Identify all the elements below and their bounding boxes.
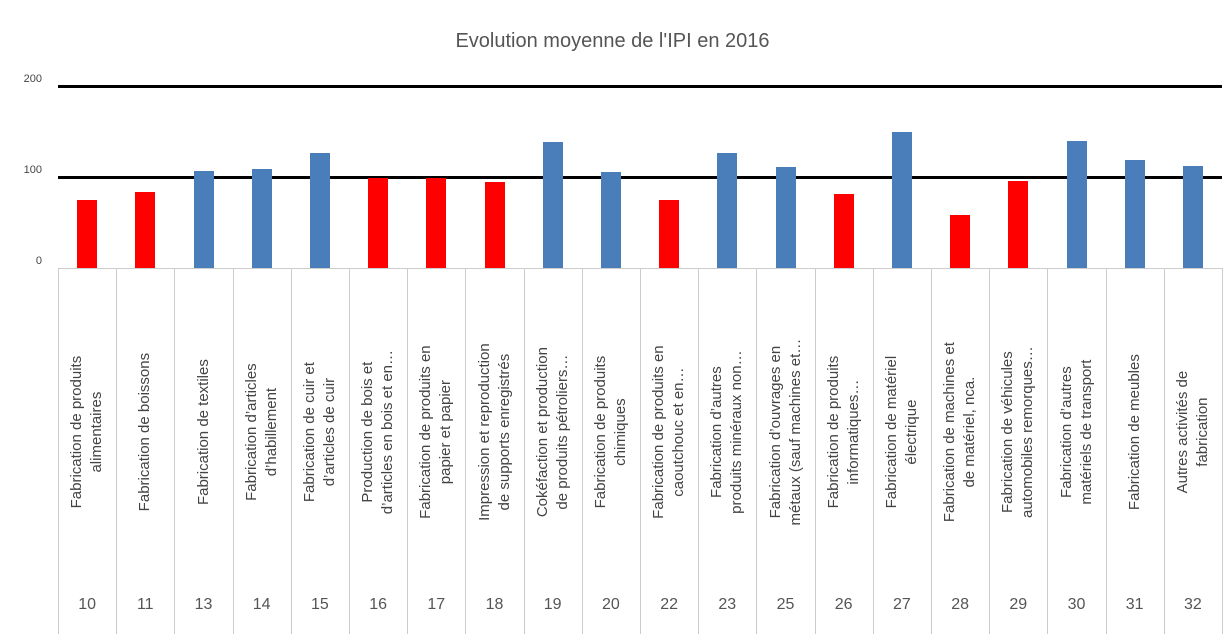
bar bbox=[950, 215, 971, 268]
x-tick-label: Fabrication d’autres produits minéraux n… bbox=[708, 350, 746, 514]
bar bbox=[1182, 166, 1203, 268]
category-divider bbox=[349, 268, 350, 634]
category-code: 20 bbox=[601, 596, 620, 613]
bar bbox=[775, 166, 796, 268]
bar bbox=[135, 192, 156, 268]
category-code: 25 bbox=[776, 596, 795, 613]
category-divider bbox=[465, 268, 467, 634]
category-code: 11 bbox=[136, 596, 154, 613]
category-divider bbox=[1105, 268, 1107, 634]
category-divider bbox=[931, 268, 932, 634]
category-divider bbox=[174, 268, 176, 634]
x-tick-label: Fabrication de véhicules automobiles rem… bbox=[999, 346, 1037, 518]
category-code: 19 bbox=[543, 596, 562, 613]
x-tick-label: Fabrication de produits alimentaires bbox=[68, 355, 106, 509]
bar bbox=[717, 153, 738, 268]
x-tick-label: Fabrication d’ouvrages en métaux (sauf m… bbox=[766, 338, 804, 526]
y-tick-label: 100 bbox=[23, 164, 42, 176]
category-code: 17 bbox=[427, 596, 446, 613]
x-tick-label: Fabrication de meubles bbox=[1125, 354, 1143, 510]
x-tick-label: Fabrication de produits en papier et pap… bbox=[417, 345, 455, 519]
category-divider bbox=[1222, 268, 1223, 634]
category-divider bbox=[989, 268, 991, 634]
category-code: 28 bbox=[951, 596, 969, 613]
category-divider bbox=[58, 268, 59, 634]
bar bbox=[77, 199, 98, 268]
x-tick-label: Fabrication d’articles d’habillement bbox=[242, 363, 280, 501]
bar bbox=[1008, 180, 1029, 268]
category-divider bbox=[232, 268, 234, 634]
x-tick-label: Fabrication de textiles bbox=[194, 359, 212, 505]
category-divider bbox=[523, 268, 525, 634]
category-divider bbox=[116, 268, 118, 634]
grid-line bbox=[58, 175, 1222, 179]
category-divider bbox=[581, 268, 583, 634]
x-tick-label: Fabrication d’autres matériels de transp… bbox=[1057, 359, 1095, 505]
bar bbox=[426, 177, 447, 268]
category-code: 29 bbox=[1009, 596, 1028, 613]
category-divider bbox=[756, 268, 758, 634]
x-tick-label: Fabrication de produits en caoutchouc et… bbox=[650, 345, 688, 519]
bar bbox=[833, 194, 854, 268]
category-code: 30 bbox=[1067, 596, 1086, 613]
category-code: 26 bbox=[834, 596, 853, 613]
x-tick-label: Fabrication de machines et de matériel, … bbox=[941, 341, 979, 523]
x-tick-label: Fabrication de boissons bbox=[136, 352, 154, 512]
category-code: 22 bbox=[660, 596, 678, 613]
category-code: 13 bbox=[194, 596, 213, 613]
category-code: 32 bbox=[1183, 596, 1202, 613]
bar bbox=[368, 177, 389, 268]
bar bbox=[542, 141, 563, 268]
bar bbox=[1124, 159, 1145, 268]
bar bbox=[309, 153, 330, 268]
category-divider bbox=[1047, 268, 1049, 634]
x-tick-label: Impression et reproduction de supports e… bbox=[475, 343, 513, 521]
x-tick-label: Fabrication de cuir et d’articles de cui… bbox=[300, 361, 338, 503]
x-tick-label: Cokéfaction et production de produits pé… bbox=[533, 346, 571, 518]
chart-title: Evolution moyenne de l'IPI en 2016 bbox=[455, 30, 770, 52]
bar bbox=[659, 199, 680, 268]
category-code: 10 bbox=[78, 596, 96, 613]
bar bbox=[251, 168, 272, 268]
category-code: 14 bbox=[252, 596, 271, 613]
x-tick-label: Fabrication de matériel électrique bbox=[882, 355, 920, 509]
x-tick-label: Fabrication de produits chimiques bbox=[591, 355, 629, 509]
category-divider bbox=[814, 268, 816, 634]
category-code: 18 bbox=[485, 596, 504, 613]
category-divider bbox=[1163, 268, 1165, 634]
category-code: 15 bbox=[310, 596, 329, 613]
category-divider bbox=[290, 268, 292, 634]
x-tick-label: Autres activités de fabrication bbox=[1173, 370, 1211, 494]
x-tick-label: Fabrication de produits informatiques… bbox=[824, 355, 862, 509]
bar bbox=[891, 132, 912, 268]
bar bbox=[1066, 140, 1087, 268]
x-tick-label: Production de bois et d’articles en bois… bbox=[359, 349, 397, 515]
category-divider bbox=[640, 268, 641, 634]
category-divider bbox=[407, 268, 409, 634]
category-code: 16 bbox=[369, 596, 387, 613]
category-divider bbox=[872, 268, 874, 634]
bar bbox=[600, 172, 621, 268]
category-code: 31 bbox=[1125, 596, 1144, 613]
category-code: 27 bbox=[892, 596, 911, 613]
category-code: 23 bbox=[718, 596, 737, 613]
grid-line bbox=[58, 84, 1222, 88]
y-tick-label: 0 bbox=[35, 255, 42, 267]
bar bbox=[484, 182, 505, 268]
category-divider bbox=[698, 268, 700, 634]
bar bbox=[193, 170, 214, 268]
y-tick-label: 200 bbox=[23, 73, 42, 85]
